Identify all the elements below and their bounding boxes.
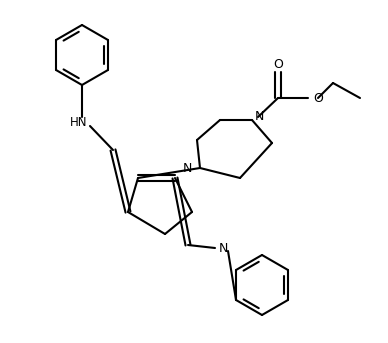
Text: N: N: [183, 162, 192, 175]
Text: HN: HN: [70, 116, 88, 129]
Text: O: O: [273, 59, 283, 71]
Text: N: N: [218, 241, 228, 255]
Text: N: N: [255, 110, 264, 123]
Text: O: O: [313, 92, 323, 105]
